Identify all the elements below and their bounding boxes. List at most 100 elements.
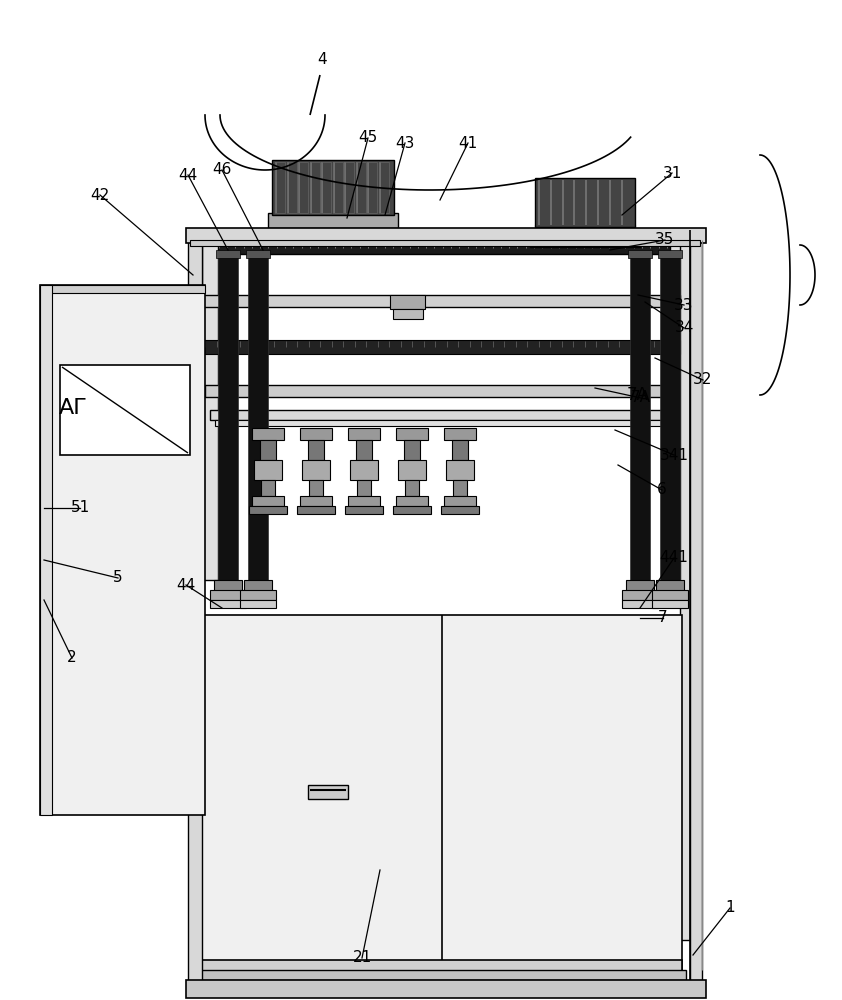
Text: 33: 33 — [674, 298, 694, 312]
Bar — [357, 480, 371, 496]
Text: 21: 21 — [352, 950, 371, 966]
Bar — [240, 600, 276, 608]
Bar — [244, 580, 272, 594]
Bar — [188, 230, 202, 990]
Bar — [298, 162, 308, 213]
Bar — [405, 480, 419, 496]
Bar — [658, 250, 682, 258]
Bar — [202, 960, 682, 978]
Bar — [333, 162, 343, 213]
Circle shape — [70, 482, 96, 508]
Text: 45: 45 — [359, 130, 377, 145]
Bar — [210, 600, 246, 608]
Bar — [652, 600, 688, 608]
Bar — [40, 285, 205, 293]
Bar — [535, 178, 635, 227]
Bar — [350, 460, 378, 480]
Bar — [348, 496, 380, 506]
Bar — [344, 162, 354, 213]
Bar — [272, 160, 394, 215]
Text: 46: 46 — [212, 162, 232, 178]
Bar — [200, 240, 218, 580]
Text: 34: 34 — [674, 320, 694, 336]
Bar — [198, 970, 686, 980]
Bar — [626, 580, 654, 594]
Bar — [630, 254, 650, 594]
Bar — [444, 496, 476, 506]
Bar — [310, 162, 319, 213]
Bar — [535, 225, 635, 235]
Text: 44: 44 — [179, 167, 198, 182]
Text: 6: 6 — [657, 483, 667, 497]
Circle shape — [72, 319, 94, 341]
Text: 43: 43 — [395, 135, 415, 150]
Bar — [441, 506, 479, 514]
Bar — [286, 162, 296, 213]
Text: 42: 42 — [90, 188, 109, 202]
Bar — [622, 590, 658, 600]
Bar — [379, 162, 388, 213]
Bar — [248, 254, 268, 594]
Bar — [367, 162, 377, 213]
Bar — [252, 496, 284, 506]
Bar — [300, 496, 332, 506]
Bar — [670, 240, 688, 580]
Text: АГ: АГ — [59, 398, 88, 418]
Bar — [390, 295, 425, 309]
Circle shape — [104, 319, 126, 341]
Text: 31: 31 — [663, 165, 682, 180]
Bar — [348, 428, 380, 440]
Bar — [355, 162, 365, 213]
Bar — [40, 285, 52, 815]
Text: 41: 41 — [458, 135, 477, 150]
Bar — [240, 590, 276, 600]
Circle shape — [135, 482, 161, 508]
Bar — [218, 254, 238, 594]
Bar — [216, 250, 240, 258]
Bar — [190, 240, 700, 246]
Bar — [190, 240, 202, 940]
Text: 341: 341 — [659, 448, 689, 462]
Bar — [190, 230, 700, 244]
Bar — [275, 162, 285, 213]
Bar — [200, 295, 680, 307]
Bar — [656, 580, 684, 594]
Bar — [202, 615, 682, 975]
Bar — [452, 440, 468, 460]
Bar — [254, 460, 282, 480]
Bar — [393, 506, 431, 514]
Bar — [321, 162, 331, 213]
Text: 44: 44 — [176, 578, 195, 592]
Text: 51: 51 — [71, 500, 89, 516]
Bar — [690, 230, 702, 990]
Bar — [205, 385, 675, 397]
Bar — [680, 230, 700, 244]
Bar — [404, 440, 420, 460]
Bar — [246, 250, 270, 258]
Bar — [186, 228, 706, 243]
Bar — [680, 240, 690, 940]
Bar — [214, 580, 242, 594]
Bar — [268, 213, 398, 228]
Bar — [210, 590, 246, 600]
Bar — [530, 233, 640, 247]
Bar — [260, 440, 276, 460]
Text: 4: 4 — [317, 52, 327, 68]
Bar — [302, 460, 330, 480]
Bar — [60, 365, 190, 455]
Text: 2: 2 — [67, 650, 77, 666]
Bar — [200, 340, 680, 354]
Bar — [444, 428, 476, 440]
Bar — [215, 420, 665, 426]
Bar — [356, 440, 372, 460]
Bar — [652, 590, 688, 600]
Bar — [261, 480, 275, 496]
Text: 441: 441 — [659, 550, 689, 566]
Bar — [308, 440, 324, 460]
Text: 7А: 7А — [627, 386, 649, 404]
Bar — [252, 428, 284, 440]
Bar — [210, 410, 670, 420]
Text: 32: 32 — [693, 372, 712, 387]
Circle shape — [137, 319, 159, 341]
Bar — [396, 496, 428, 506]
